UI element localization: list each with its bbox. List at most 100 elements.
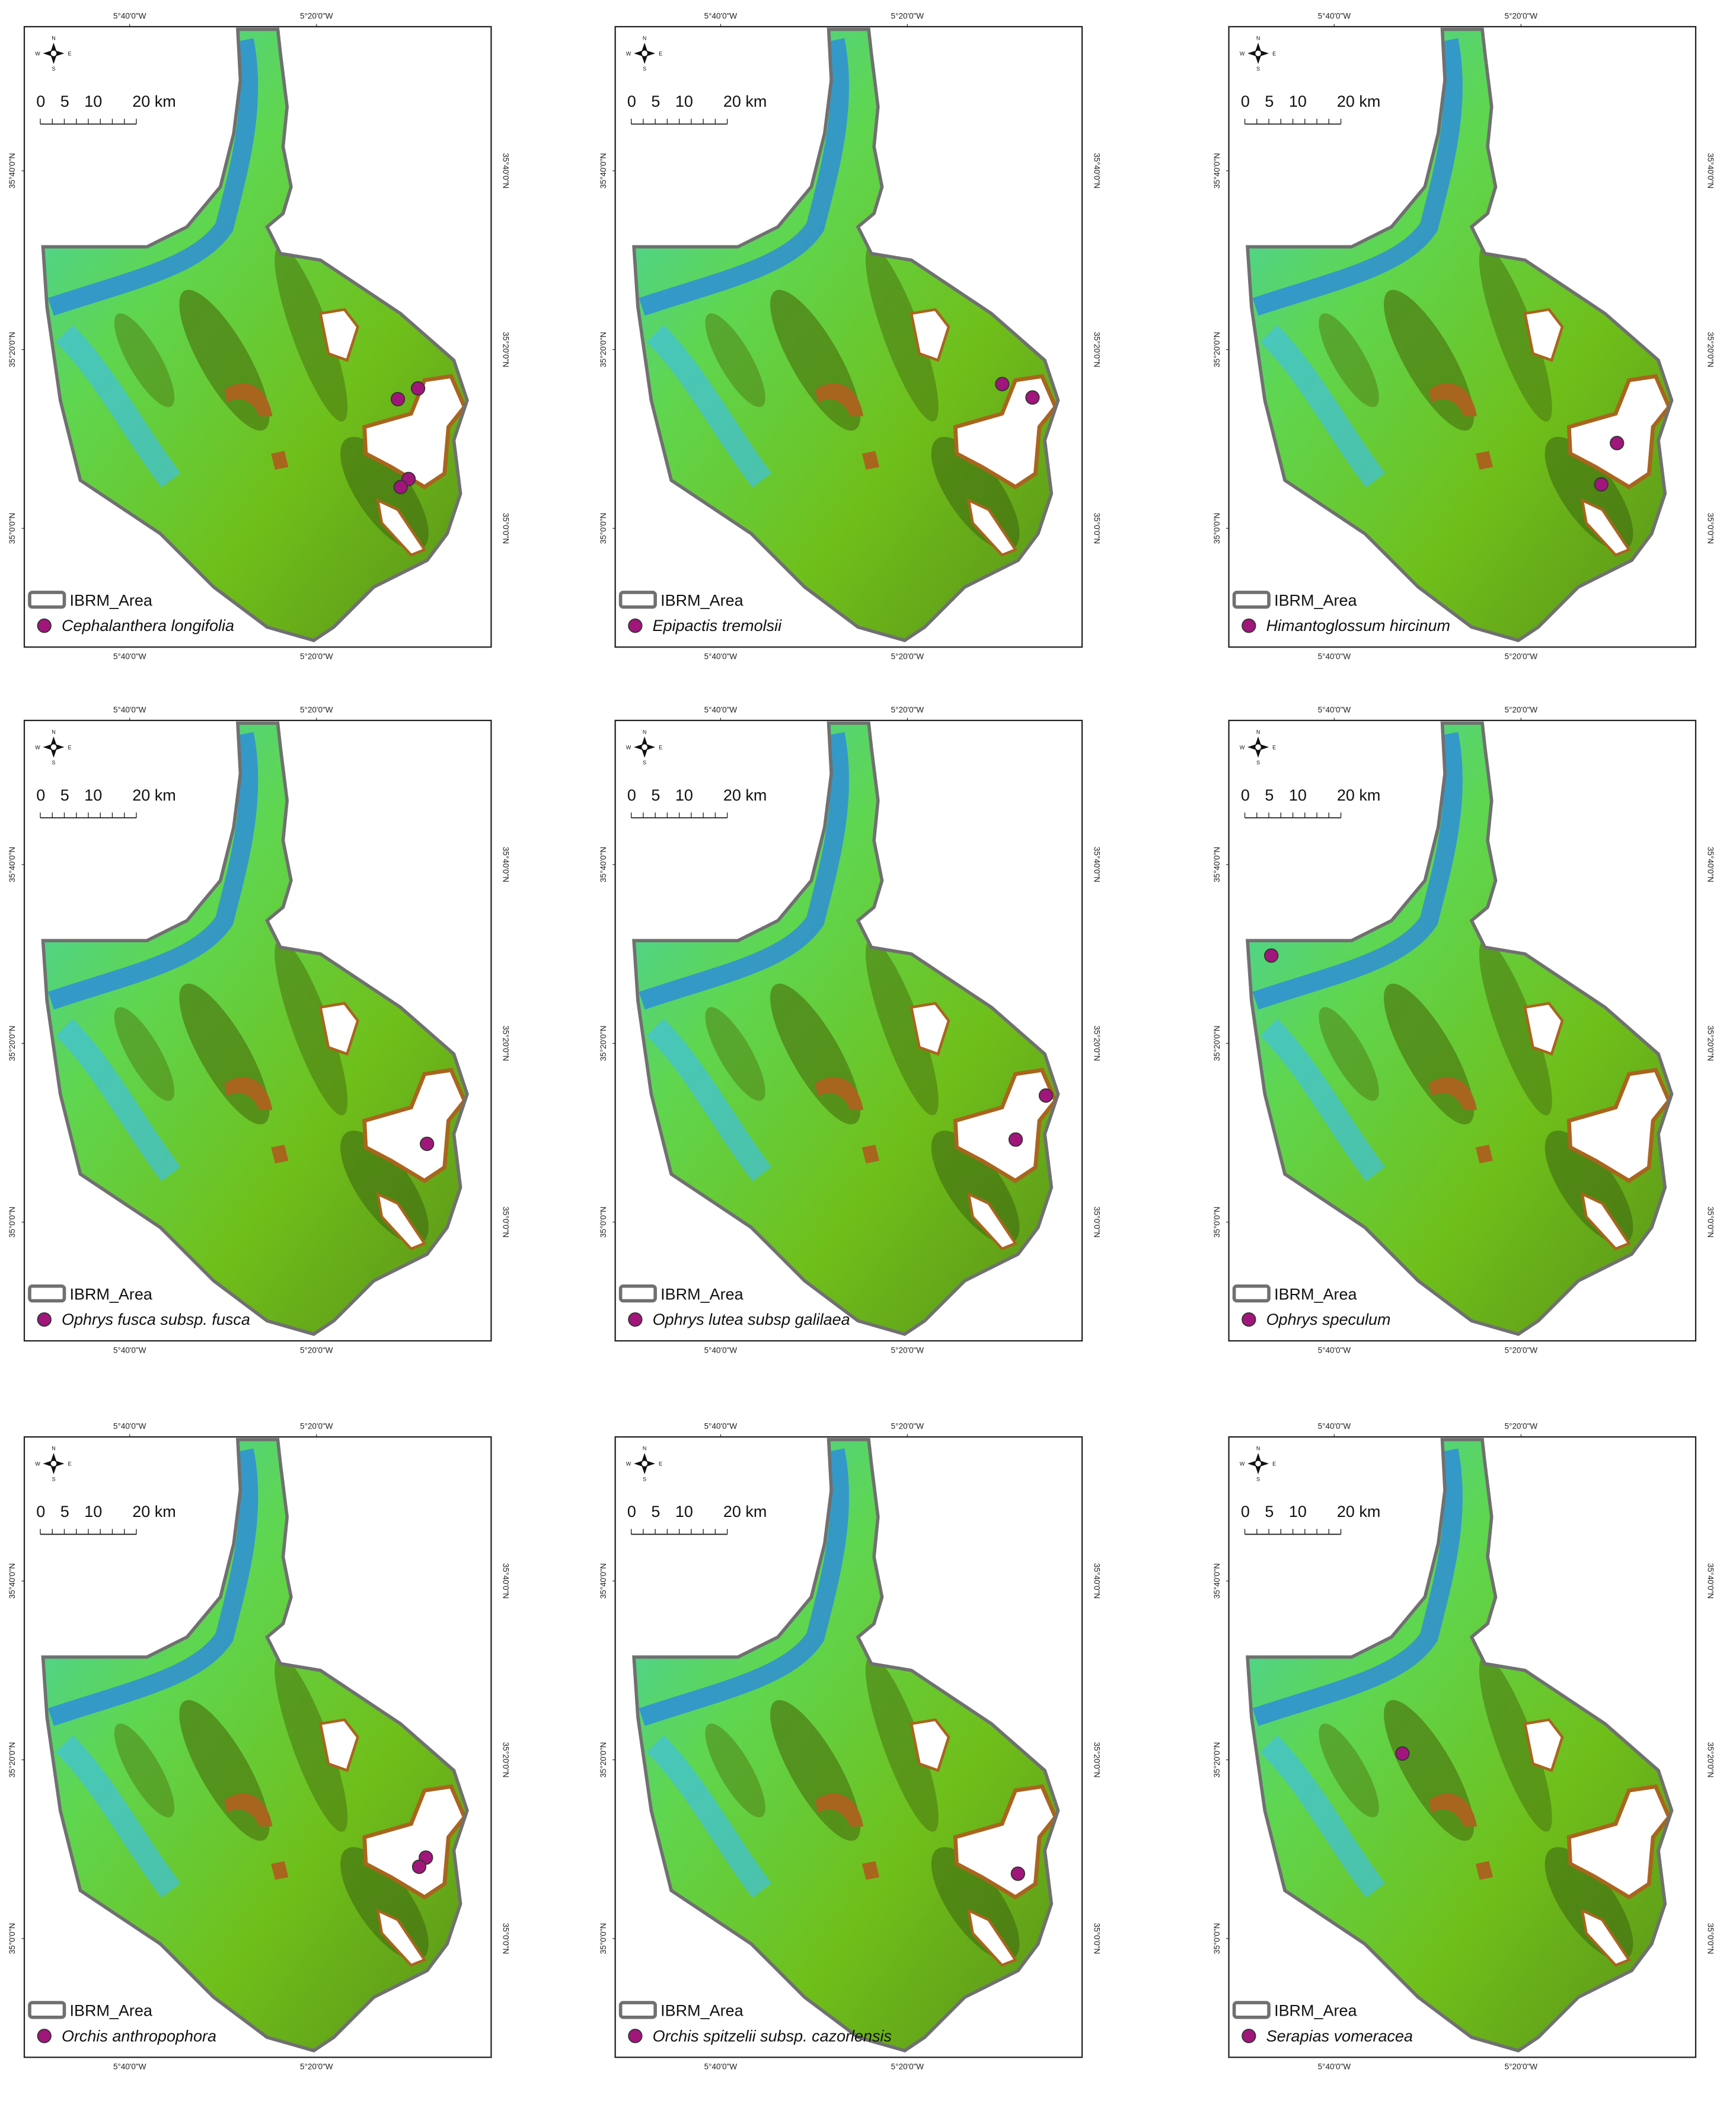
scale-label: 20 km [132, 93, 175, 110]
lat-label-right: 35°40'0"N [502, 1563, 510, 1599]
compass-letter: W [1240, 50, 1245, 56]
occurrence-point [411, 1859, 427, 1875]
lat-label-right: 35°40'0"N [1706, 847, 1715, 882]
scale-label: 10 [84, 93, 102, 110]
scale-label: 10 [1289, 1503, 1307, 1520]
legend-area-label: IBRM_Area [1274, 591, 1357, 609]
compass-letter: E [68, 1461, 71, 1467]
legend-area-swatch [28, 591, 66, 609]
lon-label-top: 5°40'0"W [1318, 11, 1351, 20]
compass-center [640, 743, 649, 751]
lat-label-left: 35°0'0"N [8, 1923, 17, 1955]
lat-label-left: 35°20'0"N [599, 332, 608, 368]
lat-label-right: 35°40'0"N [1092, 153, 1101, 189]
legend-species: Ophrys lutea subsp galilaea [653, 1311, 850, 1328]
lat-label-left: 35°20'0"N [1212, 1742, 1221, 1778]
occurrence-point [1610, 436, 1625, 451]
compass-letter: N [643, 35, 647, 41]
lon-label-top: 5°40'0"W [704, 705, 738, 714]
scale-label: 5 [1265, 786, 1274, 804]
scale-label: 5 [60, 786, 69, 804]
scale-label: 0 [627, 1503, 636, 1520]
legend-area-swatch [1232, 1284, 1271, 1303]
scale-label: 10 [84, 1503, 102, 1520]
compass-letter: N [1256, 35, 1260, 41]
lon-label-top: 5°20'0"W [891, 705, 924, 714]
lon-label-bottom: 5°20'0"W [1505, 652, 1538, 661]
occurrence-point [1010, 1866, 1026, 1881]
legend-species: Serapias vomeracea [1266, 2027, 1413, 2045]
compass-center [1254, 743, 1262, 751]
lat-label-right: 35°0'0"N [1092, 1923, 1101, 1955]
occurrence-point [410, 381, 426, 396]
scale-label: 5 [651, 93, 660, 110]
compass-letter: W [35, 1461, 40, 1467]
compass-center [640, 1459, 649, 1468]
lat-label-left: 35°0'0"N [1212, 513, 1221, 544]
scale-label: 10 [675, 93, 693, 110]
legend-area-swatch [618, 591, 657, 609]
lon-label-bottom: 5°20'0"W [300, 2062, 333, 2071]
lat-label-left: 35°20'0"N [8, 1742, 17, 1778]
lat-label-right: 35°40'0"N [502, 847, 510, 882]
compass-center [49, 1459, 58, 1468]
lat-label-right: 35°40'0"N [1092, 1563, 1101, 1599]
lon-label-top: 5°40'0"W [704, 11, 738, 20]
lon-label-bottom: 5°40'0"W [704, 652, 738, 661]
map-panel: 5°40'0"W 5°40'0"W 5°20'0"W 5°20'0"W 35°40'0"… [8, 1422, 510, 2071]
lon-label-bottom: 5°40'0"W [1318, 1346, 1351, 1354]
legend-point-swatch [37, 1312, 52, 1327]
lat-label-right: 35°20'0"N [502, 1025, 510, 1061]
scale-label: 10 [1289, 786, 1307, 804]
lat-label-right: 35°20'0"N [1706, 1742, 1715, 1778]
compass-letter: E [659, 50, 662, 56]
legend-point-swatch [37, 619, 52, 633]
lon-label-bottom: 5°40'0"W [704, 1346, 738, 1354]
lon-label-top: 5°20'0"W [1505, 11, 1538, 20]
occurrence-point [1594, 477, 1609, 492]
legend-area-swatch [28, 2001, 66, 2019]
compass-letter: E [1272, 1461, 1276, 1467]
compass-letter: N [643, 729, 647, 735]
map-panel: 5°40'0"W 5°40'0"W 5°20'0"W 5°20'0"W 35°40'0"… [1212, 1422, 1715, 2071]
lon-label-top: 5°40'0"W [113, 705, 146, 714]
lat-label-right: 35°20'0"N [1092, 1742, 1101, 1778]
scale-label: 20 km [1337, 93, 1380, 110]
legend-area-label: IBRM_Area [69, 591, 152, 609]
lat-label-left: 35°0'0"N [8, 1207, 17, 1238]
legend-area-label: IBRM_Area [69, 2002, 152, 2020]
scale-label: 10 [675, 1503, 693, 1520]
compass-letter: W [35, 50, 40, 56]
lat-label-left: 35°0'0"N [1212, 1923, 1221, 1955]
compass-letter: N [1256, 729, 1260, 735]
map-panel: 5°40'0"W 5°40'0"W 5°20'0"W 5°20'0"W 35°40'0"… [1212, 705, 1715, 1354]
compass-letter: W [626, 744, 631, 750]
map-panel: 5°40'0"W 5°40'0"W 5°20'0"W 5°20'0"W 35°40'0"… [599, 1422, 1101, 2071]
legend-area-label: IBRM_Area [1274, 1285, 1357, 1303]
scale-label: 20 km [1337, 1503, 1380, 1520]
lon-label-top: 5°40'0"W [1318, 1422, 1351, 1431]
compass-letter: N [1256, 1446, 1260, 1452]
scale-label: 0 [36, 786, 45, 804]
legend-point-swatch [37, 2029, 52, 2044]
lon-label-top: 5°20'0"W [891, 1422, 924, 1431]
scale-label: 20 km [132, 1503, 175, 1520]
lat-label-left: 35°40'0"N [599, 153, 608, 189]
lat-label-left: 35°40'0"N [599, 1563, 608, 1599]
lat-label-left: 35°40'0"N [1212, 153, 1221, 189]
compass-center [1254, 1459, 1262, 1468]
compass-letter: S [643, 1476, 646, 1482]
lat-label-right: 35°0'0"N [1092, 513, 1101, 544]
lat-label-right: 35°40'0"N [502, 153, 510, 189]
compass-center [49, 49, 58, 58]
occurrence-point [420, 1136, 435, 1151]
compass-letter: W [1240, 1461, 1245, 1467]
lat-label-right: 35°20'0"N [1706, 332, 1715, 368]
lon-label-top: 5°40'0"W [1318, 705, 1351, 714]
lon-label-bottom: 5°40'0"W [113, 652, 146, 661]
legend-area-label: IBRM_Area [660, 591, 743, 609]
lon-label-top: 5°20'0"W [1505, 705, 1538, 714]
lon-label-bottom: 5°40'0"W [113, 2062, 146, 2071]
lat-label-right: 35°0'0"N [502, 513, 510, 544]
lat-label-right: 35°20'0"N [1706, 1025, 1715, 1061]
